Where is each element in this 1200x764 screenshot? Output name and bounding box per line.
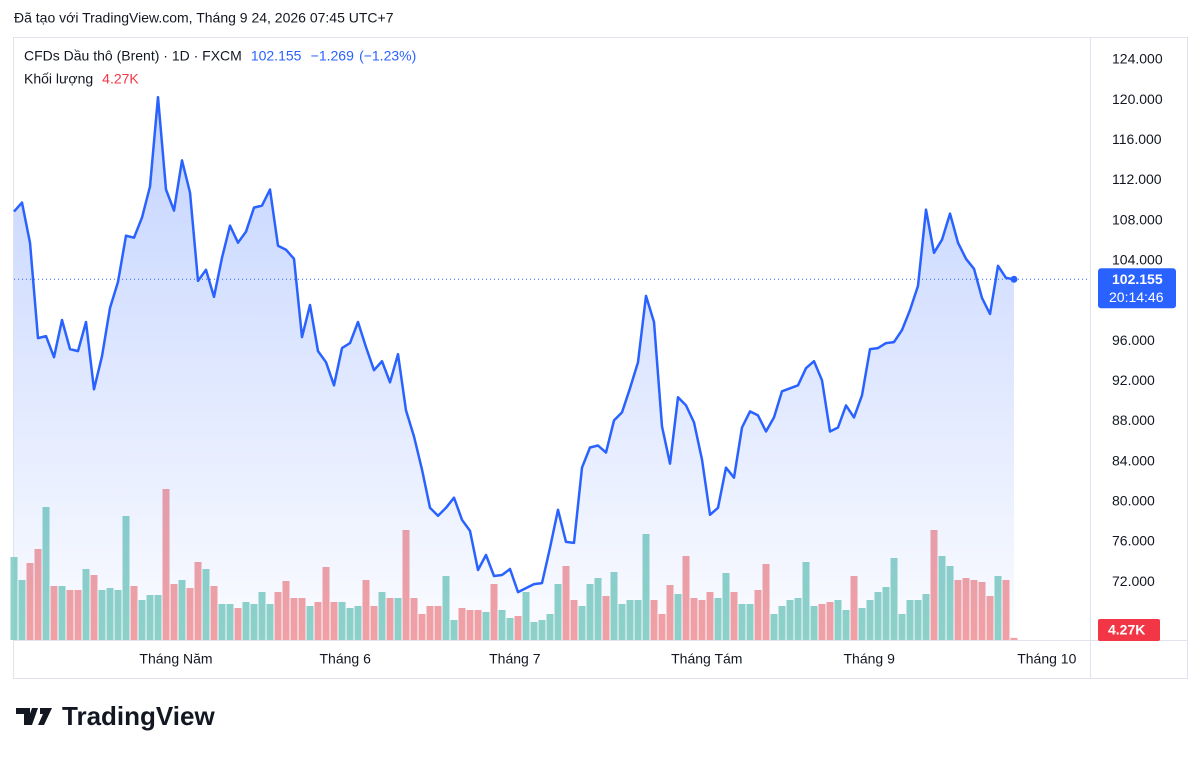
header: Đã tạo với TradingView.com, Tháng 9 24, … (14, 10, 394, 26)
last-point (1010, 275, 1018, 283)
price-badge-label: 102.155 (1112, 271, 1163, 287)
price-line (13, 95, 1015, 594)
x-tick-label: Tháng 7 (489, 651, 541, 667)
y-tick-label: 84.000 (1112, 452, 1155, 468)
change-percent: (−1.23%) (359, 48, 416, 64)
y-tick-label: 116.000 (1112, 131, 1162, 147)
y-tick-label: 120.000 (1112, 91, 1163, 107)
legend: CFDs Dầu thô (Brent) · 1D · FXCM 102.155… (24, 48, 416, 87)
x-tick-label: Tháng Năm (139, 651, 212, 667)
volume-badge (1098, 619, 1160, 641)
volume-badge-label: 4.27K (1108, 622, 1145, 638)
x-tick-label: Tháng Tám (671, 651, 742, 667)
y-tick-label: 88.000 (1112, 412, 1155, 428)
volume-name: Khối lượng (24, 71, 93, 87)
x-tick-label: Tháng 10 (1017, 651, 1076, 667)
y-tick-label: 104.000 (1112, 251, 1163, 267)
price-badge (1098, 268, 1176, 309)
logo-icon (16, 708, 52, 725)
y-tick-label: 108.000 (1112, 211, 1163, 227)
y-tick-label: 92.000 (1112, 372, 1155, 388)
frame (13, 37, 1188, 679)
logo-text: TradingView (62, 701, 215, 731)
volume-last: 4.27K (102, 71, 139, 87)
y-tick-label: 124.000 (1112, 51, 1163, 67)
y-tick-label: 72.000 (1112, 573, 1155, 589)
plot (10, 95, 1090, 641)
x-tick-label: Tháng 6 (320, 651, 372, 667)
y-tick-label: 80.000 (1112, 492, 1155, 508)
y-tick-label: 76.000 (1112, 533, 1155, 549)
symbol: CFDs Dầu thô (Brent) · 1D · FXCM (24, 48, 242, 64)
y-tick-label: 96.000 (1112, 332, 1155, 348)
last-price: 102.155 (251, 48, 302, 64)
countdown: 20:14:46 (1109, 289, 1164, 305)
x-tick-label: Tháng 9 (844, 651, 896, 667)
logo: TradingView (16, 701, 215, 731)
y-tick-label: 112.000 (1112, 171, 1162, 187)
change: −1.269 (311, 48, 354, 64)
area (14, 97, 1014, 641)
